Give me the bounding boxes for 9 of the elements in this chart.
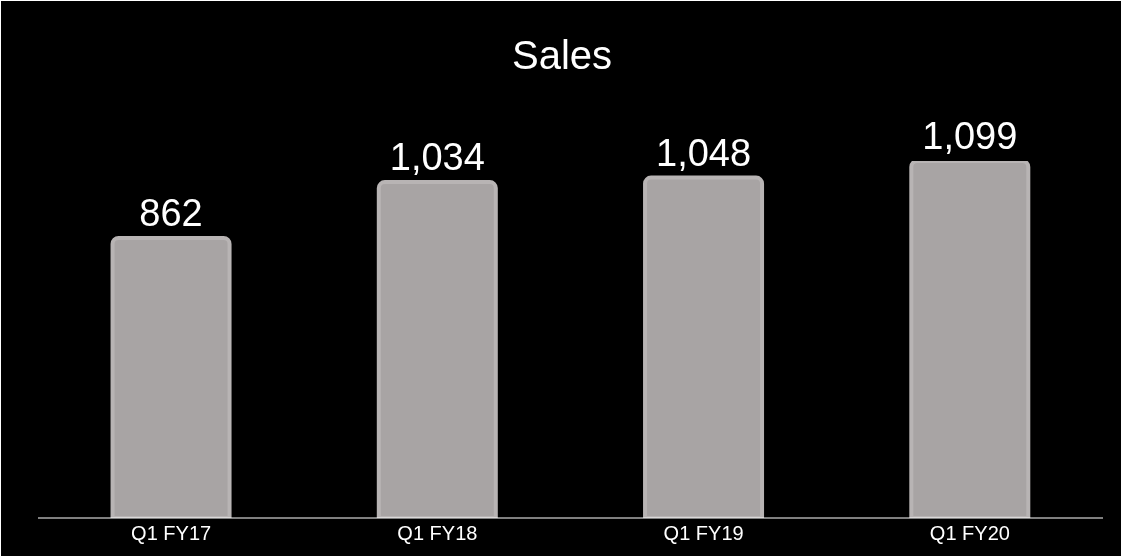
data-label: 862 (139, 191, 203, 234)
x-tick-label: Q1 FY18 (397, 522, 478, 545)
x-tick-label: Q1 FY19 (663, 522, 744, 545)
chart-title: Sales (510, 33, 614, 78)
data-label: 1,048 (656, 131, 752, 174)
data-label: 1,034 (389, 136, 485, 179)
x-tick-label: Q1 FY20 (929, 522, 1010, 545)
data-label: 1,099 (922, 115, 1018, 157)
x-tick-label: Q1 FY17 (131, 522, 212, 545)
